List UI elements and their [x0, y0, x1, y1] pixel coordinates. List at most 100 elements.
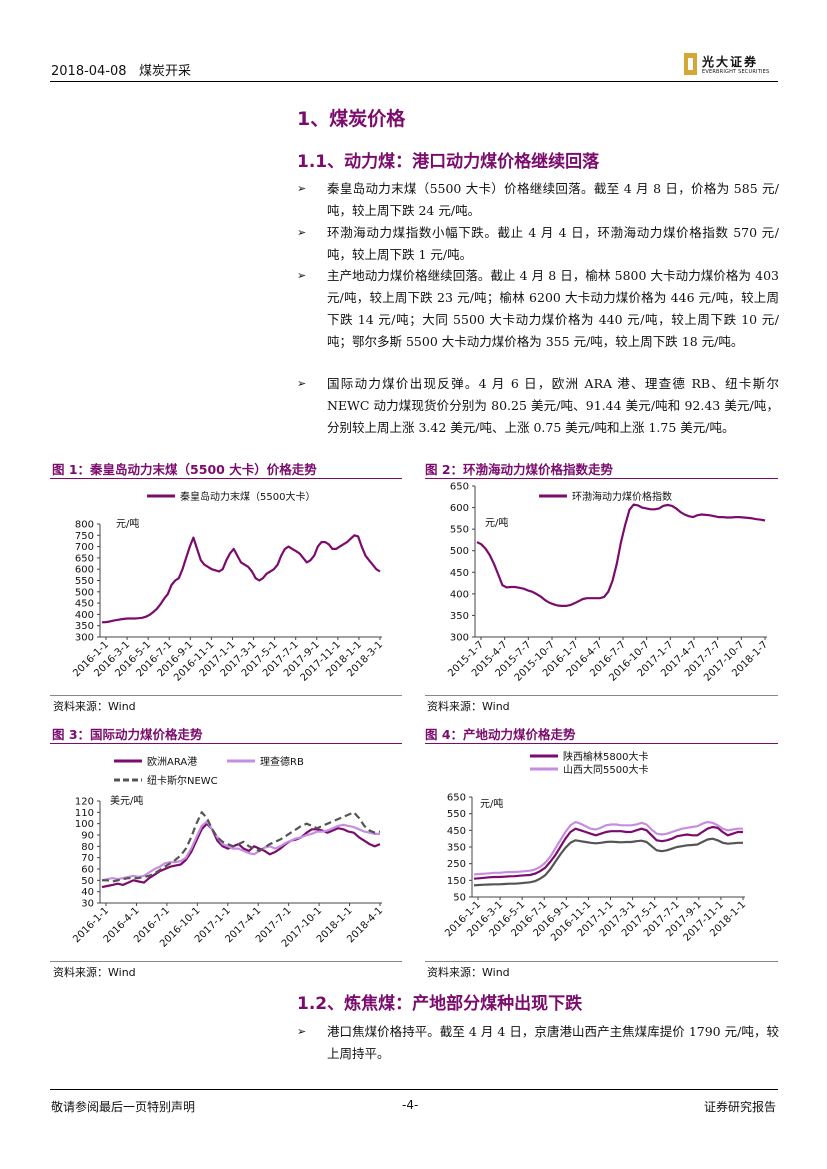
y-tick-label: 300	[75, 633, 94, 644]
figure-3-rule	[50, 743, 402, 744]
y-tick-label: 700	[75, 542, 94, 553]
figure-2-source: 资料来源：Wind	[427, 700, 510, 713]
legend-label: 纽卡斯尔NEWC	[147, 774, 218, 787]
y-tick-label: 350	[75, 621, 94, 632]
legend-label: 理查德RB	[260, 755, 304, 768]
series-line	[101, 820, 380, 882]
y-axis-label: 元/吨	[480, 797, 503, 810]
y-tick-label: 550	[447, 809, 466, 820]
y-tick-label: 450	[75, 599, 94, 610]
y-tick-label: 350	[450, 611, 469, 622]
series-line	[473, 825, 743, 880]
header-date: 2018-04-08	[51, 64, 127, 79]
y-tick-label: 450	[447, 826, 466, 837]
y-tick-label: 550	[75, 576, 94, 587]
header-divider	[50, 81, 778, 82]
bullet-qinhuangdao: ➢ 秦皇岛动力末煤（5500 大卡）价格继续回落。截至 4 月 8 日，价格为 …	[297, 178, 779, 222]
subsection-title-thermal-coal: 1.1、动力煤：港口动力煤价格继续回落	[297, 152, 600, 172]
chart-bohai-index: 300350400450500550600650元/吨2015-1-72015-…	[446, 482, 770, 684]
footer-report-type: 证券研究报告	[704, 1100, 777, 1114]
y-axis-label: 美元/吨	[110, 794, 143, 807]
figure-2-title: 图 2：环渤海动力煤价格指数走势	[425, 462, 614, 477]
legend-label: 欧洲ARA港	[147, 756, 197, 768]
y-tick-label: 550	[450, 525, 469, 536]
y-tick-label: 40	[81, 887, 94, 898]
bullet-origin-price: ➢ 主产地动力煤价格继续回落。截止 4 月 8 日，榆林 5800 大卡动力煤价…	[297, 265, 779, 353]
y-tick-label: 300	[450, 633, 469, 644]
footer-page-number: -4-	[402, 1098, 419, 1112]
series-line	[101, 822, 381, 889]
y-tick-label: 650	[75, 553, 94, 564]
y-tick-label: 50	[81, 876, 94, 887]
chart-origin-price: 50150250350450550650元/吨2016-1-12016-3-12…	[443, 750, 748, 944]
y-tick-label: 120	[75, 797, 94, 808]
bullet-text: 国际动力煤价出现反弹。4 月 6 日，欧洲 ARA 港、理查德 RB、纽卡斯尔 …	[327, 376, 779, 435]
y-tick-label: 600	[450, 503, 469, 514]
figure-1-source-rule	[50, 695, 402, 696]
footer-disclaimer: 敬请参阅最后一页特别声明	[51, 1100, 196, 1114]
figure-4-rule	[425, 743, 778, 744]
y-axis-label: 元/吨	[116, 517, 139, 530]
figure-2-source-rule	[425, 695, 778, 696]
y-tick-label: 250	[447, 859, 466, 870]
bullet-arrow-icon: ➢	[297, 377, 307, 390]
y-tick-label: 400	[75, 610, 94, 621]
footer-divider	[50, 1089, 778, 1090]
bullet-text: 主产地动力煤价格继续回落。截止 4 月 8 日，榆林 5800 大卡动力煤价格为…	[327, 268, 779, 349]
header-date-category: 2018-04-08 煤炭开采	[51, 60, 191, 79]
legend-label: 山西大同5500大卡	[563, 763, 648, 776]
figure-2-rule	[425, 478, 778, 479]
figure-3-source-rule	[50, 961, 402, 962]
series-line	[473, 820, 743, 876]
y-axis-label: 元/吨	[485, 516, 508, 529]
y-tick-label: 500	[75, 587, 94, 598]
figure-1-source: 资料来源：Wind	[53, 700, 136, 713]
bullet-text: 港口焦煤价格持平。截至 4 月 4 日，京唐港山西产主焦煤库提价 1790 元/…	[327, 1024, 779, 1061]
figure-1-rule	[50, 478, 402, 479]
company-logo: 光大证券 EVERBRIGHT SECURITIES	[684, 53, 779, 79]
y-tick-label: 50	[453, 893, 466, 904]
y-tick-label: 600	[75, 565, 94, 576]
y-tick-label: 400	[450, 589, 469, 600]
figure-3-source: 资料来源：Wind	[53, 966, 136, 979]
y-tick-label: 60	[81, 865, 94, 876]
y-tick-label: 80	[81, 842, 94, 853]
y-tick-label: 500	[450, 546, 469, 557]
bullet-bohai-index: ➢ 环渤海动力煤指数小幅下跌。截止 4 月 4 日，环渤海动力煤价格指数 570…	[297, 222, 779, 266]
figure-1-title: 图 1：秦皇岛动力末煤（5500 大卡）价格走势	[52, 462, 317, 477]
section-title: 1、煤炭价格	[297, 108, 406, 130]
legend-label: 秦皇岛动力末煤（5500大卡）	[180, 490, 315, 503]
logo-mark-icon	[684, 53, 697, 75]
y-tick-label: 30	[81, 899, 94, 910]
y-tick-label: 150	[447, 876, 466, 887]
y-tick-label: 350	[447, 843, 466, 854]
figure-4-title: 图 4：产地动力煤价格走势	[425, 727, 576, 742]
y-tick-label: 450	[450, 568, 469, 579]
bullet-international-price: ➢ 国际动力煤价出现反弹。4 月 6 日，欧洲 ARA 港、理查德 RB、纽卡斯…	[297, 373, 779, 439]
y-tick-label: 650	[450, 482, 469, 493]
logo-english-text: EVERBRIGHT SECURITIES	[702, 69, 770, 75]
bullet-text: 环渤海动力煤指数小幅下跌。截止 4 月 4 日，环渤海动力煤价格指数 570 元…	[327, 225, 779, 262]
y-tick-label: 70	[81, 853, 94, 864]
figure-4-source-rule	[425, 961, 778, 962]
bullet-arrow-icon: ➢	[297, 269, 307, 282]
legend-label: 环渤海动力煤价格指数	[572, 490, 672, 503]
bullet-arrow-icon: ➢	[297, 1025, 307, 1038]
figure-4-source: 资料来源：Wind	[427, 966, 510, 979]
y-tick-label: 750	[75, 531, 94, 542]
y-tick-label: 100	[75, 819, 94, 830]
series-line	[473, 837, 743, 887]
y-tick-label: 90	[81, 831, 94, 842]
logo-chinese-text: 光大证券	[702, 55, 759, 69]
y-tick-label: 110	[75, 808, 94, 819]
bullet-text: 秦皇岛动力末煤（5500 大卡）价格继续回落。截至 4 月 8 日，价格为 58…	[327, 181, 779, 218]
series-line	[476, 503, 766, 608]
header-category: 煤炭开采	[138, 64, 191, 79]
series-line	[101, 534, 381, 624]
figure-3-title: 图 3：国际动力煤价格走势	[52, 727, 203, 742]
y-tick-label: 650	[447, 793, 466, 804]
bullet-arrow-icon: ➢	[297, 226, 307, 239]
bullet-coking-coal-port: ➢ 港口焦煤价格持平。截至 4 月 4 日，京唐港山西产主焦煤库提价 1790 …	[297, 1021, 779, 1065]
